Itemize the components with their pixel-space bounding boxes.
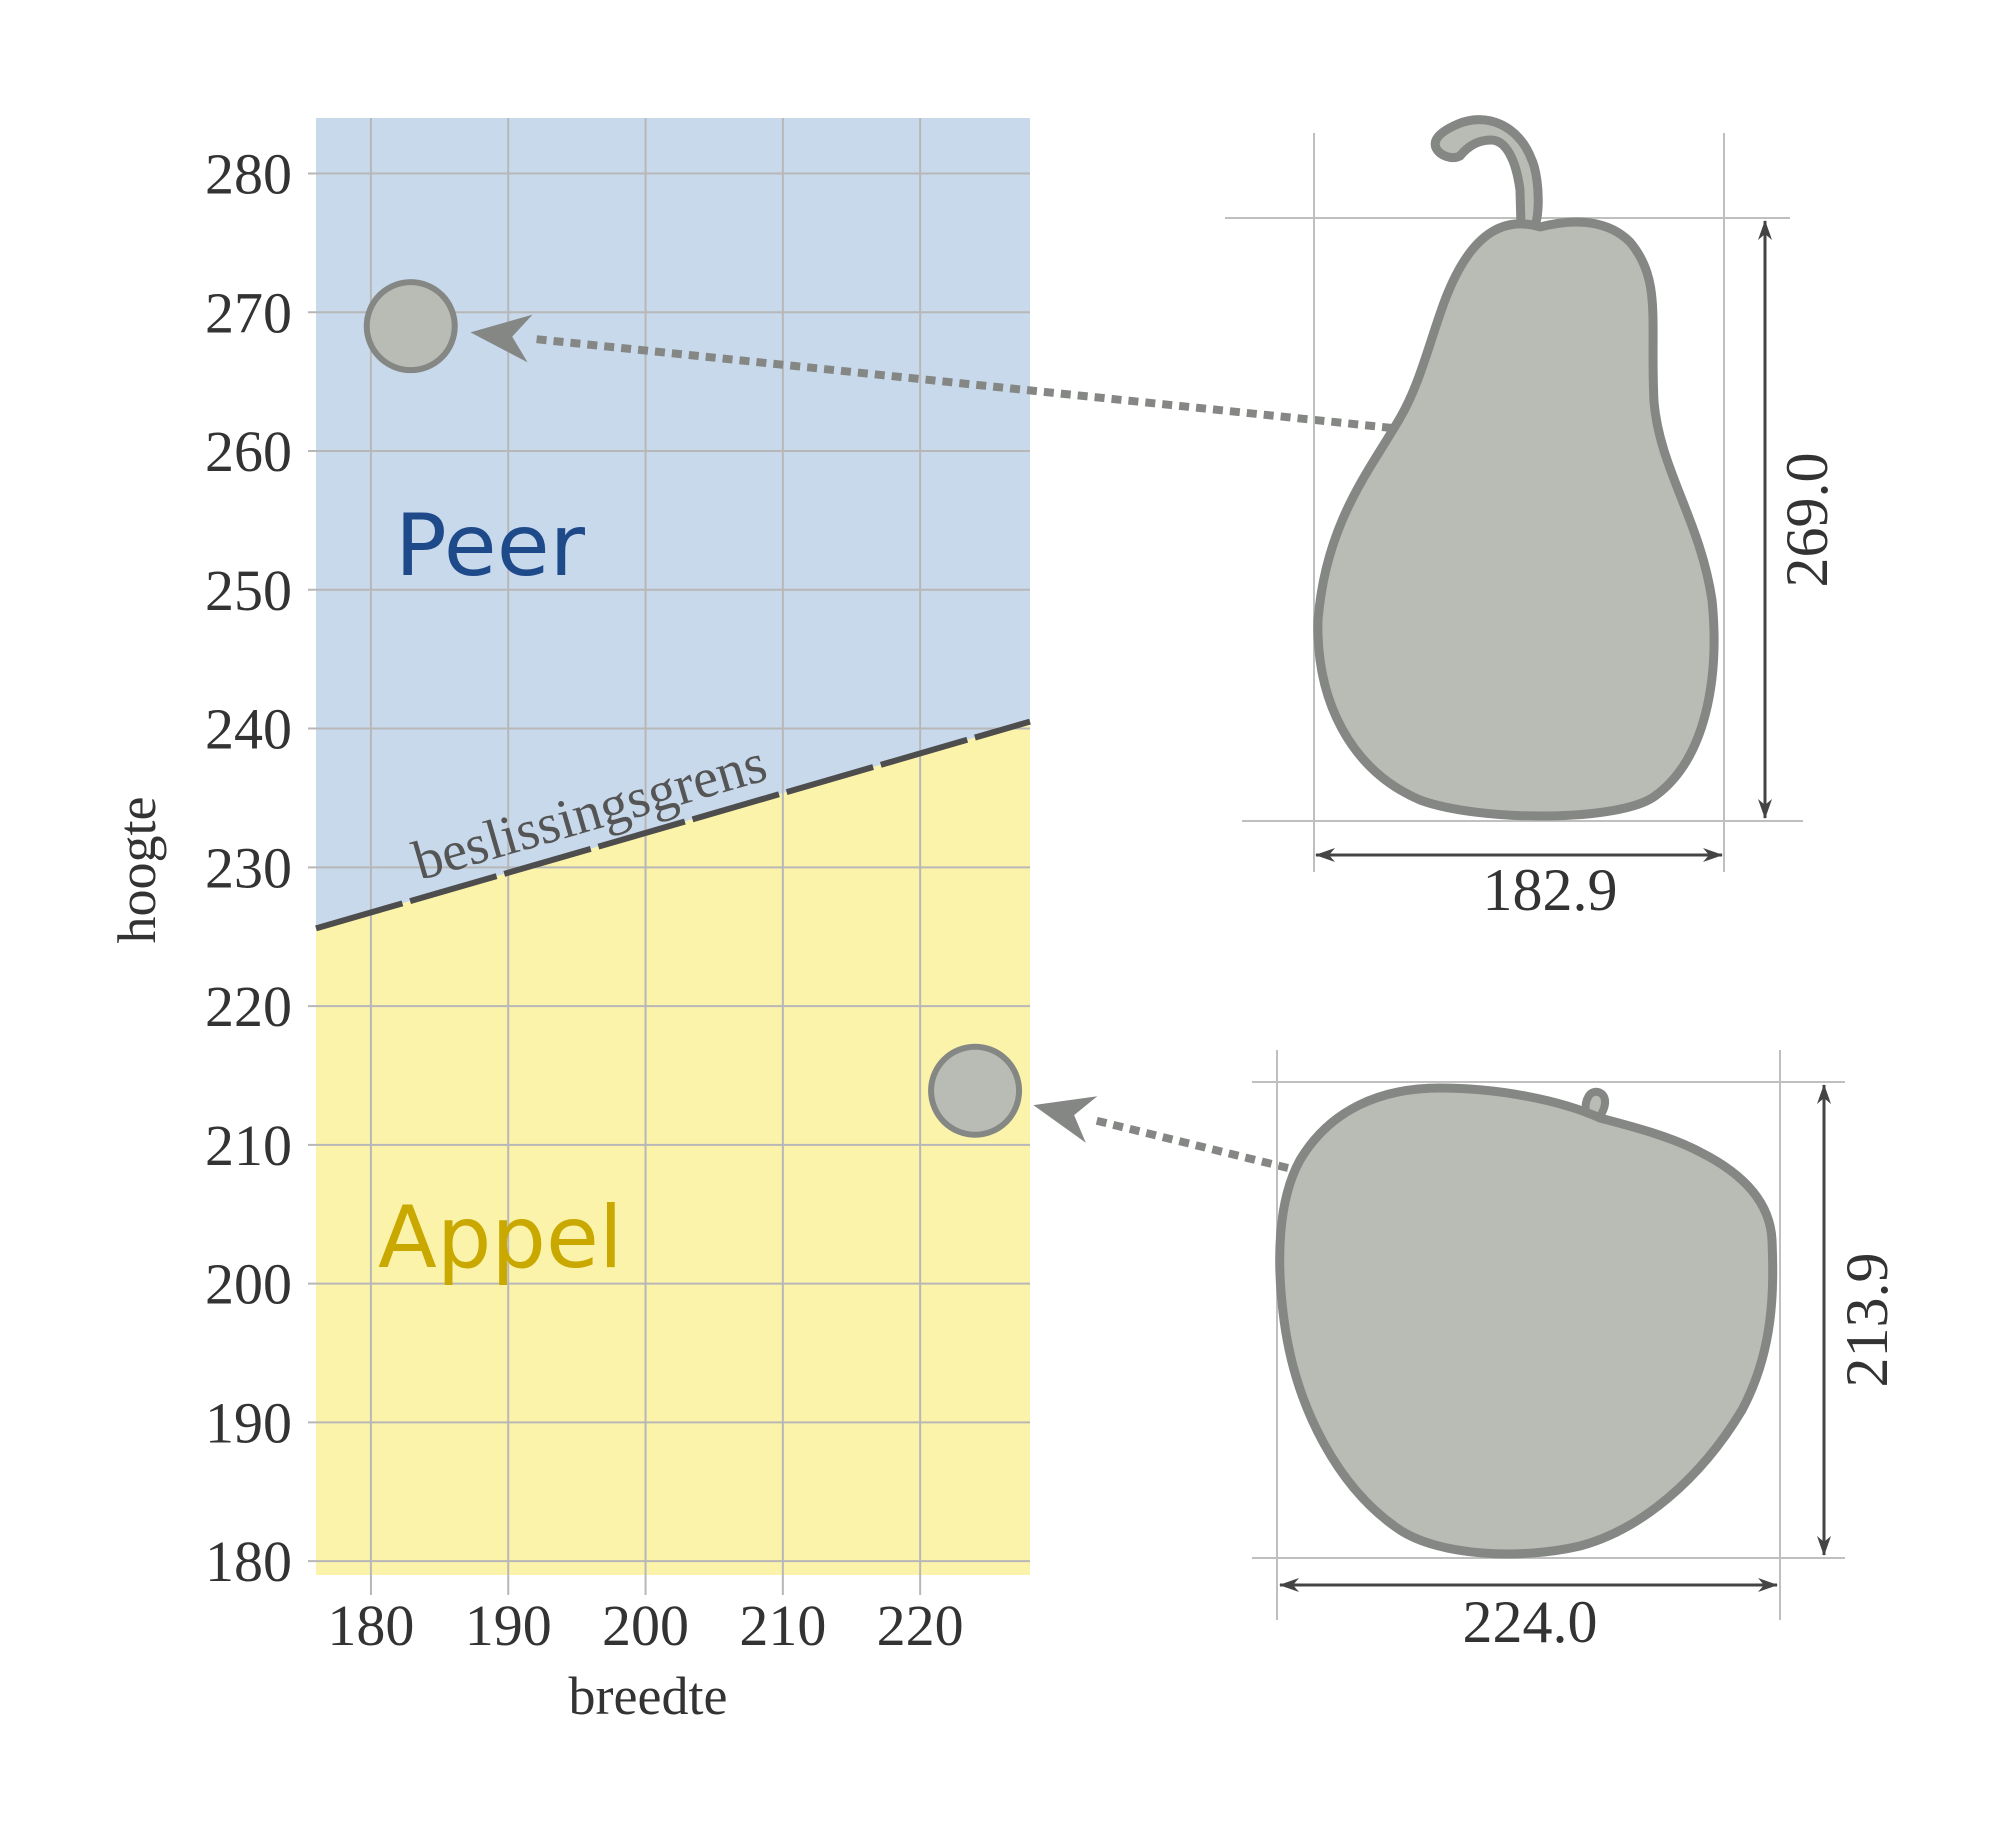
class-regions: [316, 118, 1030, 1575]
x-tick-label: 180: [327, 1593, 414, 1658]
pear-illustration: 182.9 269.0: [1225, 115, 1840, 923]
y-tick-label: 270: [205, 280, 292, 345]
dotted-arrow-line: [1090, 1115, 1289, 1172]
y-tick-label: 240: [205, 697, 292, 762]
dotted-arrow-line: [529, 334, 1393, 432]
x-axis-title: breedte: [569, 1666, 728, 1726]
pear-icon: [1313, 115, 1719, 821]
data-point-pear: [363, 279, 458, 374]
pear-guide-lines: [1225, 133, 1803, 872]
y-tick-label: 250: [205, 558, 292, 623]
decision-boundary-line: [315, 718, 1031, 932]
apple-illustration: 224.0 213.9: [1252, 1050, 1900, 1655]
data-point-apple: [928, 1043, 1023, 1138]
pear-height-label: 269.0: [1774, 453, 1840, 588]
x-tick-label: 200: [602, 1593, 689, 1658]
link-arrows: [470, 314, 1393, 1172]
pear-width-label: 182.9: [1483, 857, 1618, 923]
arrow-head: [1033, 1096, 1098, 1143]
y-tick-label: 230: [205, 835, 292, 900]
region-label-peer: Peer: [395, 496, 586, 596]
x-tick-label: 210: [739, 1593, 826, 1658]
region-appel: [316, 721, 1030, 1575]
x-tick-label: 220: [877, 1593, 964, 1658]
y-tick-label: 210: [205, 1113, 292, 1178]
x-tick-labels: 180 190 200 210 220: [327, 1593, 963, 1658]
y-tick-label: 280: [205, 142, 292, 207]
scatter-plot: beslissingsgrens Peer Appel 180190200210…: [107, 118, 1393, 1726]
apple-guide-lines: [1252, 1050, 1845, 1620]
y-tick-label: 200: [205, 1252, 292, 1317]
y-tick-labels: 180 190 200 210 220 230 240 250 260 270 280: [205, 142, 292, 1595]
y-tick-label: 180: [205, 1529, 292, 1594]
apple-height-label: 213.9: [1834, 1253, 1900, 1388]
y-tick-label: 190: [205, 1390, 292, 1455]
data-points: [363, 279, 1023, 1138]
decision-boundary-group: [315, 718, 1031, 932]
region-label-appel: Appel: [378, 1188, 623, 1288]
arrow-head: [470, 314, 533, 363]
region-peer: [316, 118, 1030, 929]
apple-icon: [1275, 1083, 1778, 1559]
y-tick-label: 260: [205, 419, 292, 484]
y-tick-label: 220: [205, 974, 292, 1039]
apple-width-label: 224.0: [1463, 1589, 1598, 1655]
y-axis-title: hoogte: [107, 797, 167, 944]
x-tick-label: 190: [465, 1593, 552, 1658]
